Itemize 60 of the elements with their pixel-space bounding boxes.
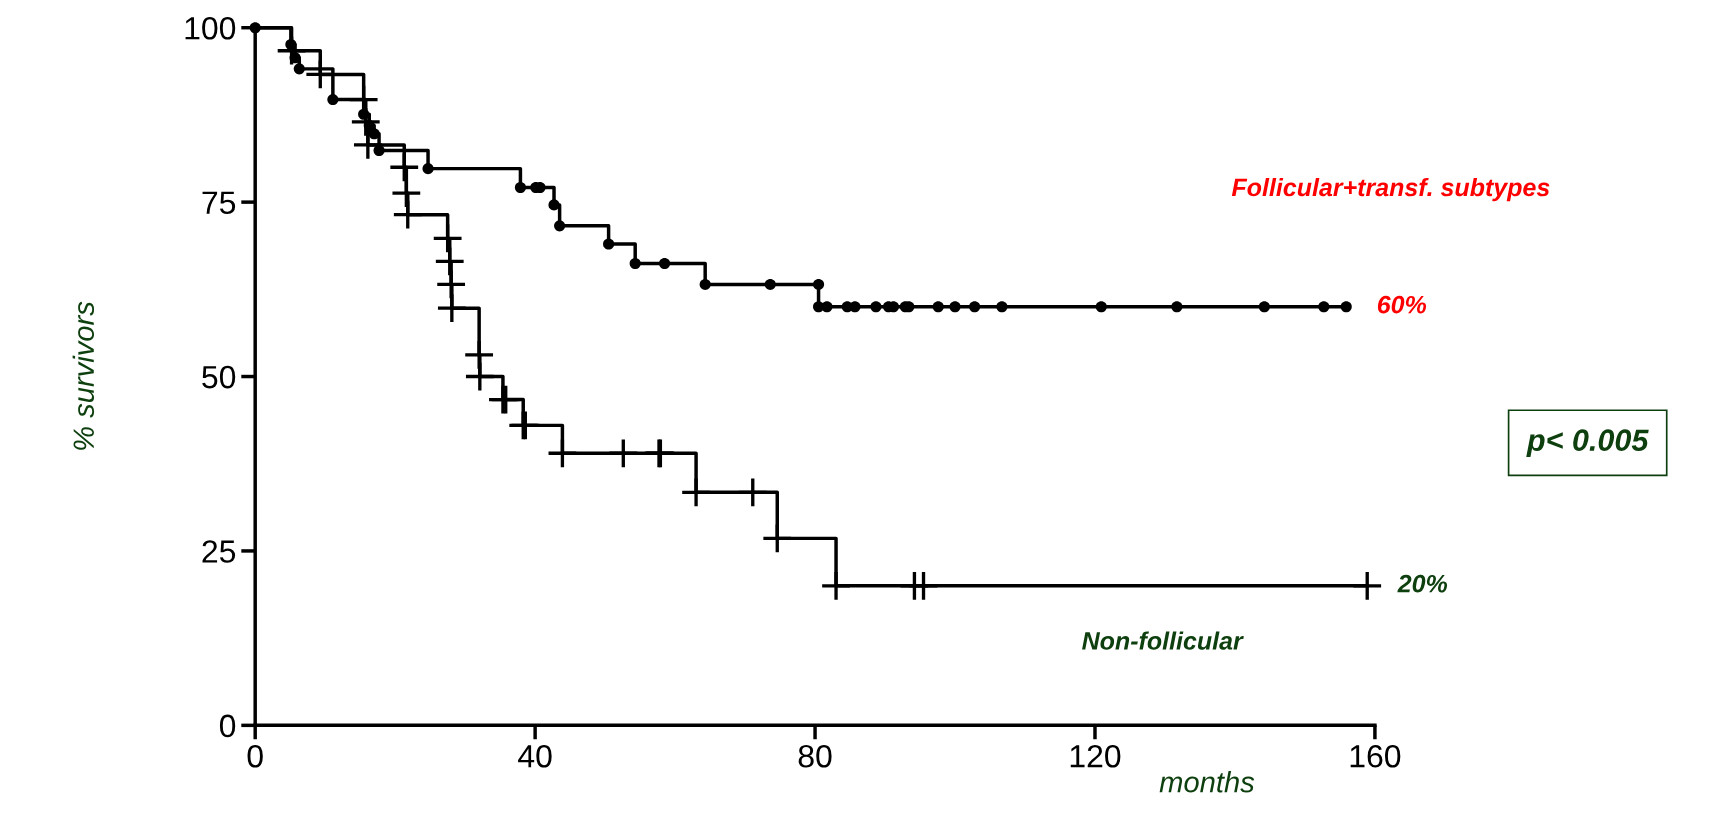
point	[465, 341, 494, 369]
point	[548, 199, 560, 211]
point	[603, 238, 615, 250]
y-tick-label: 75	[202, 191, 236, 215]
x-tick-label: 40	[518, 744, 552, 768]
point	[514, 181, 526, 194]
point	[659, 257, 671, 270]
point	[609, 439, 638, 468]
point	[277, 36, 306, 65]
point	[629, 257, 641, 270]
point	[764, 278, 776, 290]
point	[306, 60, 335, 89]
point	[392, 179, 421, 207]
y-tick-label: 50	[202, 365, 236, 389]
point	[1258, 301, 1270, 313]
x-tick-label: 0	[247, 744, 263, 768]
point	[932, 301, 944, 313]
annotation: Non-follicular	[1082, 631, 1244, 650]
x-tick-label: 160	[1350, 744, 1401, 768]
point	[969, 301, 981, 313]
point	[351, 108, 380, 136]
x-tick-label: 120	[1070, 744, 1121, 768]
point	[822, 571, 850, 600]
point	[996, 301, 1008, 313]
point	[393, 200, 422, 229]
y-tick-label: 0	[219, 714, 236, 738]
point	[327, 94, 339, 106]
point	[870, 301, 882, 313]
point	[422, 163, 434, 175]
x-axis-title: months	[1159, 771, 1255, 793]
point	[699, 278, 711, 290]
point	[293, 63, 305, 75]
point	[437, 270, 466, 299]
point	[1353, 571, 1382, 600]
point	[949, 301, 961, 313]
point	[1318, 301, 1330, 313]
point	[1095, 301, 1107, 313]
point	[813, 278, 825, 290]
point	[548, 439, 577, 468]
y-tick-label: 25	[202, 540, 236, 563]
x-tick-label: 80	[798, 744, 832, 768]
annotation: Follicular+transf. subtypes	[1231, 177, 1550, 202]
point	[249, 22, 261, 34]
point	[368, 128, 380, 140]
point	[821, 301, 833, 313]
point	[437, 294, 466, 323]
point	[554, 220, 566, 232]
text: p< 0.005	[1526, 429, 1649, 458]
y-tick-label: 100	[185, 16, 236, 40]
point	[1340, 301, 1352, 313]
point	[1171, 301, 1183, 313]
point	[763, 524, 792, 553]
point	[390, 153, 419, 182]
y-axis-title: % survivors	[72, 301, 95, 450]
annotation: 20%	[1397, 574, 1448, 593]
point	[682, 478, 710, 507]
point	[465, 362, 494, 391]
point	[738, 478, 767, 507]
point	[909, 571, 938, 600]
annotation: 60%	[1377, 295, 1427, 314]
